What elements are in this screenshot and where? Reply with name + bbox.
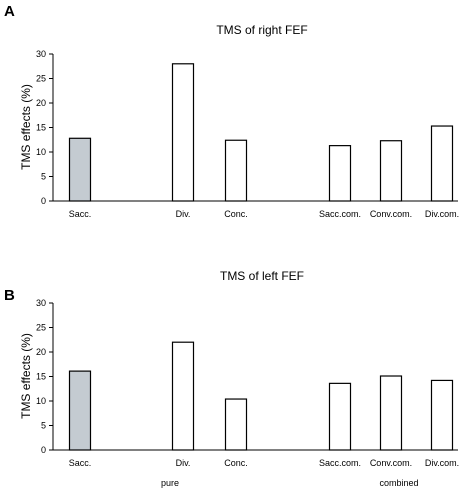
y-tick-label: 0 bbox=[41, 445, 46, 455]
y-tick-label: 10 bbox=[36, 147, 46, 157]
panel-letter-b: B bbox=[4, 287, 15, 304]
x-tick-label: Sacc. bbox=[69, 458, 92, 468]
y-tick-label: 15 bbox=[36, 372, 46, 382]
group-label-combined: combined bbox=[379, 478, 418, 488]
category-labels-b: Sacc. Div. Conc. Sacc.com. Conv.com. Div.com. bbox=[69, 458, 459, 468]
x-tick-label: Sacc. bbox=[69, 209, 92, 219]
y-ticks-b: 0 5 10 15 20 25 30 bbox=[36, 298, 53, 455]
bars-b bbox=[68, 341, 454, 451]
x-tick-label: Sacc.com. bbox=[319, 209, 361, 219]
x-tick-label: Conv.com. bbox=[370, 209, 412, 219]
bar bbox=[379, 140, 403, 202]
bar bbox=[430, 379, 454, 451]
bar bbox=[379, 375, 403, 451]
y-tick-label: 20 bbox=[36, 98, 46, 108]
y-tick-label: 15 bbox=[36, 123, 46, 133]
x-tick-label: Conc. bbox=[224, 209, 248, 219]
bar bbox=[224, 139, 248, 202]
y-axis-label-b: TMS effects (%) bbox=[19, 333, 33, 419]
x-tick-label: Conv.com. bbox=[370, 458, 412, 468]
x-tick-label: Div.com. bbox=[425, 209, 459, 219]
bar bbox=[224, 398, 248, 451]
x-tick-label: Div. bbox=[176, 209, 191, 219]
y-tick-label: 5 bbox=[41, 172, 46, 182]
panel-letter-a: A bbox=[4, 3, 15, 20]
x-tick-label: Div.com. bbox=[425, 458, 459, 468]
y-ticks-a: 0 5 10 15 20 25 30 bbox=[36, 49, 53, 206]
panel-a: A TMS of right FEF TMS effects (%) 0 5 10 1… bbox=[4, 3, 459, 219]
bar bbox=[68, 370, 92, 451]
bar bbox=[171, 63, 195, 202]
y-tick-label: 0 bbox=[41, 196, 46, 206]
x-tick-label: Div. bbox=[176, 458, 191, 468]
y-tick-label: 20 bbox=[36, 347, 46, 357]
chart-title-a: TMS of right FEF bbox=[216, 23, 307, 37]
category-labels-a: Sacc. Div. Conc. Sacc.com. Conv.com. Div.com. bbox=[69, 209, 459, 219]
group-label-pure: pure bbox=[161, 478, 179, 488]
bar bbox=[171, 341, 195, 451]
bar bbox=[328, 145, 352, 202]
y-tick-label: 5 bbox=[41, 421, 46, 431]
y-tick-label: 30 bbox=[36, 49, 46, 59]
y-tick-label: 10 bbox=[36, 396, 46, 406]
bar bbox=[328, 382, 352, 451]
bars-a bbox=[68, 63, 454, 202]
y-axis-label-a: TMS effects (%) bbox=[19, 84, 33, 170]
x-tick-label: Conc. bbox=[224, 458, 248, 468]
y-tick-label: 30 bbox=[36, 298, 46, 308]
bar bbox=[430, 125, 454, 202]
chart-title-b: TMS of left FEF bbox=[220, 269, 304, 283]
y-tick-label: 25 bbox=[36, 74, 46, 84]
bar bbox=[68, 137, 92, 202]
y-tick-label: 25 bbox=[36, 323, 46, 333]
x-tick-label: Sacc.com. bbox=[319, 458, 361, 468]
panel-b: B TMS of left FEF TMS effects (%) 0 5 10 15… bbox=[4, 269, 459, 488]
